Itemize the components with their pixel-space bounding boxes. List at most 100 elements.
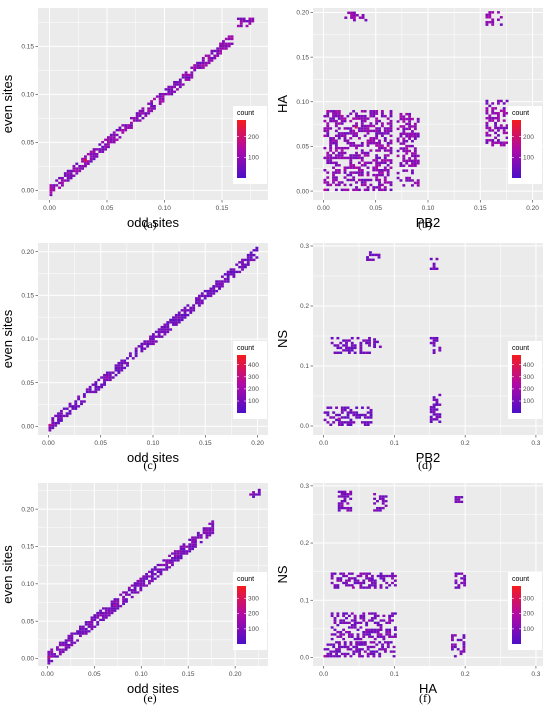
heatmap-bin	[345, 339, 348, 342]
heatmap-bin	[177, 316, 181, 319]
heatmap-bin	[429, 420, 433, 423]
heatmap-bin	[340, 421, 344, 424]
heatmap-bin	[369, 161, 373, 165]
heatmap-bin	[372, 650, 376, 653]
heatmap-bin	[386, 173, 390, 177]
heatmap-bin	[333, 584, 337, 587]
heatmap-bin	[334, 124, 338, 128]
heatmap-bin	[326, 176, 330, 179]
heatmap-bin	[57, 412, 60, 415]
heatmap-bin	[48, 429, 52, 432]
heatmap-bin	[368, 619, 371, 622]
heatmap-bin	[376, 509, 379, 512]
heatmap-bin	[184, 78, 188, 81]
heatmap-bin	[102, 607, 105, 610]
heatmap-bin	[352, 413, 356, 417]
heatmap-bin	[363, 643, 367, 646]
heatmap-bin	[335, 650, 338, 653]
heatmap-bin	[229, 273, 233, 276]
heatmap-bin	[382, 574, 386, 578]
heatmap-bin	[343, 132, 347, 135]
heatmap-bin	[491, 112, 495, 115]
heatmap-bin	[194, 538, 197, 541]
heatmap-bin	[203, 297, 207, 300]
heatmap-bin	[190, 76, 194, 79]
heatmap-bin	[336, 351, 340, 354]
heatmap-bin	[170, 92, 174, 96]
heatmap-bin	[384, 495, 388, 498]
heatmap-bin	[154, 340, 158, 343]
heatmap-bin	[381, 648, 384, 651]
heatmap-bin	[432, 413, 436, 416]
heatmap-bin	[380, 134, 384, 138]
heatmap-bin	[383, 648, 387, 651]
heatmap-bin	[141, 107, 145, 110]
heatmap-bin	[332, 645, 336, 649]
heatmap-bin	[388, 617, 392, 620]
heatmap-bin	[104, 148, 107, 151]
x-axis-label: PB2	[416, 450, 441, 465]
heatmap-bin	[337, 490, 341, 494]
heatmap-bin	[141, 116, 145, 120]
heatmap-bin	[74, 400, 78, 403]
heatmap-bin	[373, 343, 377, 346]
y-tick-label: 0.10	[296, 99, 309, 106]
heatmap-bin	[399, 179, 403, 182]
heatmap-bin	[378, 495, 382, 498]
heatmap-bin	[211, 522, 215, 525]
heatmap-bin	[335, 648, 338, 651]
heatmap-bin	[219, 52, 222, 55]
heatmap-bin	[346, 141, 350, 145]
heatmap-bin	[413, 181, 417, 185]
heatmap-bin	[346, 652, 350, 656]
legend-title: count	[237, 345, 254, 352]
heatmap-bin	[360, 641, 364, 644]
heatmap-bin	[340, 502, 344, 505]
heatmap-bin	[402, 157, 406, 160]
heatmap-bin	[408, 144, 412, 148]
heatmap-bin	[98, 150, 102, 153]
heatmap-bin	[388, 628, 392, 631]
heatmap-bin	[356, 336, 360, 340]
heatmap-bin	[416, 117, 420, 121]
heatmap-bin	[368, 612, 371, 615]
heatmap-bin	[349, 493, 353, 496]
heatmap-bin	[497, 99, 500, 103]
heatmap-bin	[334, 178, 338, 182]
heatmap-bin	[379, 633, 383, 636]
x-tick-label: 0.10	[147, 440, 160, 447]
heatmap-bin	[378, 497, 382, 500]
heatmap-bin	[356, 637, 360, 641]
heatmap-bin	[386, 129, 390, 133]
heatmap-bin	[113, 600, 117, 603]
heatmap-bin	[378, 509, 382, 512]
heatmap-bin	[94, 385, 98, 389]
heatmap-bin	[210, 56, 214, 60]
heatmap-bin	[336, 635, 340, 638]
heatmap-bin	[399, 115, 403, 118]
heatmap-bin	[207, 56, 211, 60]
heatmap-bin	[70, 641, 74, 644]
heatmap-bin	[336, 579, 340, 582]
heatmap-bin	[499, 126, 503, 130]
x-tick-label: 0.00	[317, 205, 330, 212]
heatmap-bin	[497, 102, 500, 105]
heatmap-bin	[114, 364, 118, 367]
heatmap-bin	[352, 141, 356, 145]
heatmap-bin	[379, 626, 383, 629]
heatmap-bin	[150, 100, 153, 103]
heatmap-bin	[502, 119, 506, 122]
heatmap-bin	[53, 653, 57, 656]
heatmap-bin	[224, 47, 228, 50]
heatmap-bin	[330, 614, 334, 618]
legend-title: count	[512, 345, 529, 352]
heatmap-bin	[110, 609, 114, 612]
x-tick-label: 0.3	[531, 440, 540, 447]
legend-title: count	[237, 576, 254, 583]
heatmap-bin	[502, 109, 506, 113]
heatmap-bin	[334, 168, 338, 172]
heatmap-bin	[84, 157, 87, 161]
heatmap-bin	[104, 611, 108, 615]
heatmap-bin	[204, 61, 208, 65]
heatmap-bin	[408, 127, 412, 131]
